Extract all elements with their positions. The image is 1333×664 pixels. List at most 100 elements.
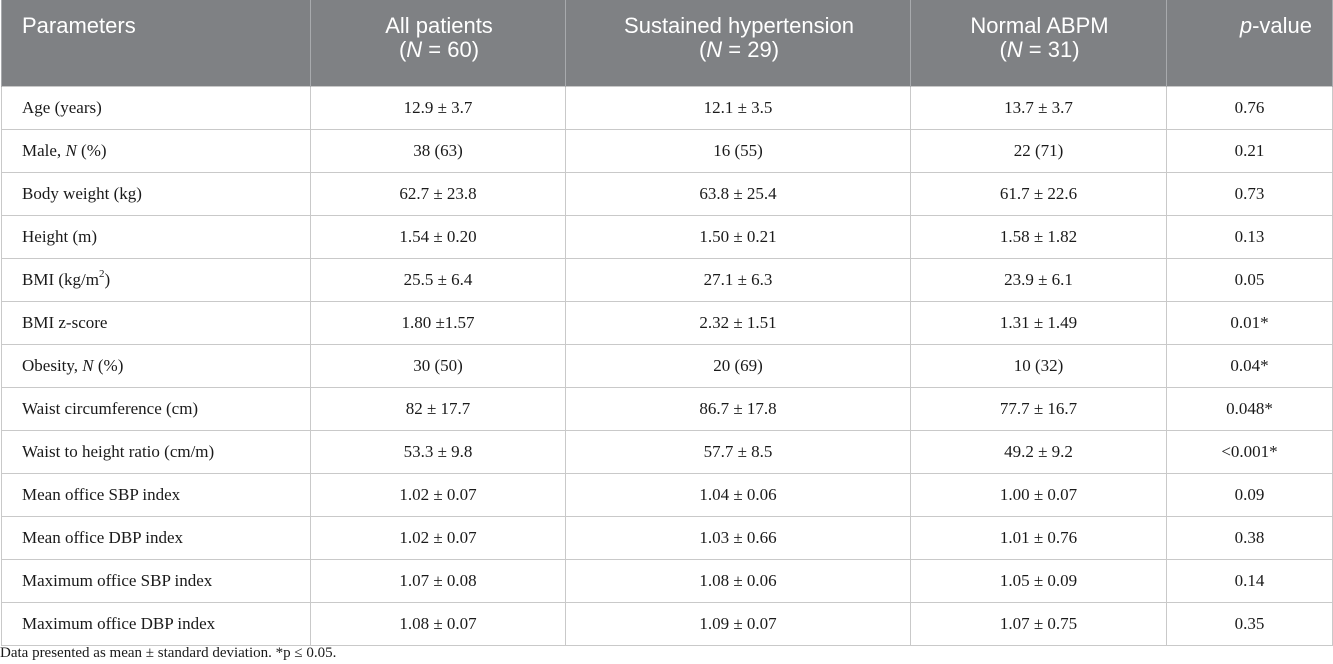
- header-normal-abpm: Normal ABPM (N = 31): [910, 0, 1167, 86]
- header-label: Normal ABPM: [970, 13, 1109, 38]
- cell-sustained-hypertension: 16 (55): [565, 128, 911, 173]
- header-p-rest: -value: [1252, 13, 1312, 38]
- cell-p-value: 0.38: [1166, 515, 1333, 560]
- cell-normal-abpm: 77.7 ± 16.7: [910, 386, 1167, 431]
- header-label: Sustained hypertension: [624, 13, 854, 38]
- cell-p-value: 0.04*: [1166, 343, 1333, 388]
- patient-characteristics-table: Parameters All patients (N = 60) Sustain…: [1, 0, 1333, 646]
- cell-all-patients: 1.80 ±1.57: [310, 300, 566, 345]
- cell-parameter: Male, N (%): [1, 128, 311, 173]
- header-parameters: Parameters: [1, 0, 311, 86]
- param-text: Obesity,: [22, 355, 83, 375]
- cell-p-value: 0.73: [1166, 171, 1333, 216]
- table-row: Mean office SBP index 1.02 ± 0.07 1.04 ±…: [1, 472, 1333, 517]
- cell-normal-abpm: 22 (71): [910, 128, 1167, 173]
- cell-normal-abpm: 1.58 ± 1.82: [910, 214, 1167, 259]
- header-n-letter: N: [1006, 37, 1023, 62]
- header-n-letter: N: [406, 37, 423, 62]
- cell-parameter: BMI (kg/m2): [1, 257, 311, 302]
- param-text: (%): [93, 355, 124, 375]
- table-row: BMI (kg/m2) 25.5 ± 6.4 27.1 ± 6.3 23.9 ±…: [1, 257, 1333, 302]
- table-row: Obesity, N (%) 30 (50) 20 (69) 10 (32) 0…: [1, 343, 1333, 388]
- cell-sustained-hypertension: 1.04 ± 0.06: [565, 472, 911, 517]
- cell-normal-abpm: 61.7 ± 22.6: [910, 171, 1167, 216]
- table-footnote: Data presented as mean ± standard deviat…: [0, 645, 337, 661]
- header-label: All patients: [385, 13, 493, 38]
- cell-normal-abpm: 49.2 ± 9.2: [910, 429, 1167, 474]
- table-row: Waist circumference (cm) 82 ± 17.7 86.7 …: [1, 386, 1333, 431]
- cell-sustained-hypertension: 1.08 ± 0.06: [565, 558, 911, 603]
- cell-all-patients: 25.5 ± 6.4: [310, 257, 566, 302]
- cell-sustained-hypertension: 1.03 ± 0.66: [565, 515, 911, 560]
- cell-p-value: 0.76: [1166, 85, 1333, 130]
- cell-normal-abpm: 1.07 ± 0.75: [910, 601, 1167, 646]
- cell-parameter: BMI z-score: [1, 300, 311, 345]
- cell-p-value: 0.048*: [1166, 386, 1333, 431]
- table-row: Maximum office SBP index 1.07 ± 0.08 1.0…: [1, 558, 1333, 603]
- cell-all-patients: 1.02 ± 0.07: [310, 472, 566, 517]
- cell-sustained-hypertension: 1.09 ± 0.07: [565, 601, 911, 646]
- cell-sustained-hypertension: 63.8 ± 25.4: [565, 171, 911, 216]
- cell-normal-abpm: 1.01 ± 0.76: [910, 515, 1167, 560]
- header-label: Parameters: [22, 13, 136, 38]
- cell-parameter: Maximum office SBP index: [1, 558, 311, 603]
- cell-parameter: Waist circumference (cm): [1, 386, 311, 431]
- table-row: BMI z-score 1.80 ±1.57 2.32 ± 1.51 1.31 …: [1, 300, 1333, 345]
- cell-all-patients: 53.3 ± 9.8: [310, 429, 566, 474]
- param-text: (%): [76, 140, 107, 160]
- header-n-prefix: (: [999, 37, 1007, 62]
- table-row: Male, N (%) 38 (63) 16 (55) 22 (71) 0.21: [1, 128, 1333, 173]
- cell-parameter: Maximum office DBP index: [1, 601, 311, 646]
- table-row: Waist to height ratio (cm/m) 53.3 ± 9.8 …: [1, 429, 1333, 474]
- cell-p-value: 0.13: [1166, 214, 1333, 259]
- param-text: Male,: [22, 140, 66, 160]
- cell-p-value: 0.01*: [1166, 300, 1333, 345]
- cell-all-patients: 38 (63): [310, 128, 566, 173]
- cell-p-value: 0.14: [1166, 558, 1333, 603]
- cell-normal-abpm: 1.00 ± 0.07: [910, 472, 1167, 517]
- table-row: Maximum office DBP index 1.08 ± 0.07 1.0…: [1, 601, 1333, 646]
- header-all-patients: All patients (N = 60): [310, 0, 566, 86]
- cell-sustained-hypertension: 57.7 ± 8.5: [565, 429, 911, 474]
- table-row: Mean office DBP index 1.02 ± 0.07 1.03 ±…: [1, 515, 1333, 560]
- cell-parameter: Waist to height ratio (cm/m): [1, 429, 311, 474]
- cell-all-patients: 1.08 ± 0.07: [310, 601, 566, 646]
- cell-p-value: 0.35: [1166, 601, 1333, 646]
- cell-all-patients: 82 ± 17.7: [310, 386, 566, 431]
- cell-sustained-hypertension: 2.32 ± 1.51: [565, 300, 911, 345]
- cell-sustained-hypertension: 20 (69): [565, 343, 911, 388]
- cell-p-value: 0.21: [1166, 128, 1333, 173]
- header-n: (N = 29): [576, 38, 902, 62]
- cell-sustained-hypertension: 86.7 ± 17.8: [565, 386, 911, 431]
- header-p-italic: p: [1239, 13, 1253, 38]
- param-italic: N: [65, 140, 77, 160]
- header-p-value: p-value: [1166, 0, 1333, 86]
- header-n-prefix: (: [398, 37, 407, 62]
- header-n-suffix: = 31): [1022, 37, 1080, 62]
- cell-all-patients: 30 (50): [310, 343, 566, 388]
- cell-parameter: Age (years): [1, 85, 311, 130]
- header-n-letter: N: [706, 37, 723, 62]
- header-n: (N = 60): [321, 38, 557, 62]
- cell-normal-abpm: 1.05 ± 0.09: [910, 558, 1167, 603]
- cell-parameter: Mean office DBP index: [1, 515, 311, 560]
- cell-all-patients: 1.07 ± 0.08: [310, 558, 566, 603]
- cell-all-patients: 1.02 ± 0.07: [310, 515, 566, 560]
- param-superscript: 2: [98, 267, 105, 280]
- cell-all-patients: 1.54 ± 0.20: [310, 214, 566, 259]
- header-n-prefix: (: [698, 37, 707, 62]
- cell-parameter: Obesity, N (%): [1, 343, 311, 388]
- table-header-row: Parameters All patients (N = 60) Sustain…: [1, 0, 1333, 86]
- param-italic: N: [82, 355, 94, 375]
- cell-parameter: Mean office SBP index: [1, 472, 311, 517]
- cell-parameter: Height (m): [1, 214, 311, 259]
- param-text: ): [104, 269, 111, 289]
- cell-p-value: 0.09: [1166, 472, 1333, 517]
- table-row: Age (years) 12.9 ± 3.7 12.1 ± 3.5 13.7 ±…: [1, 85, 1333, 130]
- table-row: Body weight (kg) 62.7 ± 23.8 63.8 ± 25.4…: [1, 171, 1333, 216]
- cell-all-patients: 12.9 ± 3.7: [310, 85, 566, 130]
- cell-sustained-hypertension: 1.50 ± 0.21: [565, 214, 911, 259]
- param-text: BMI (kg/m: [22, 269, 99, 289]
- cell-normal-abpm: 13.7 ± 3.7: [910, 85, 1167, 130]
